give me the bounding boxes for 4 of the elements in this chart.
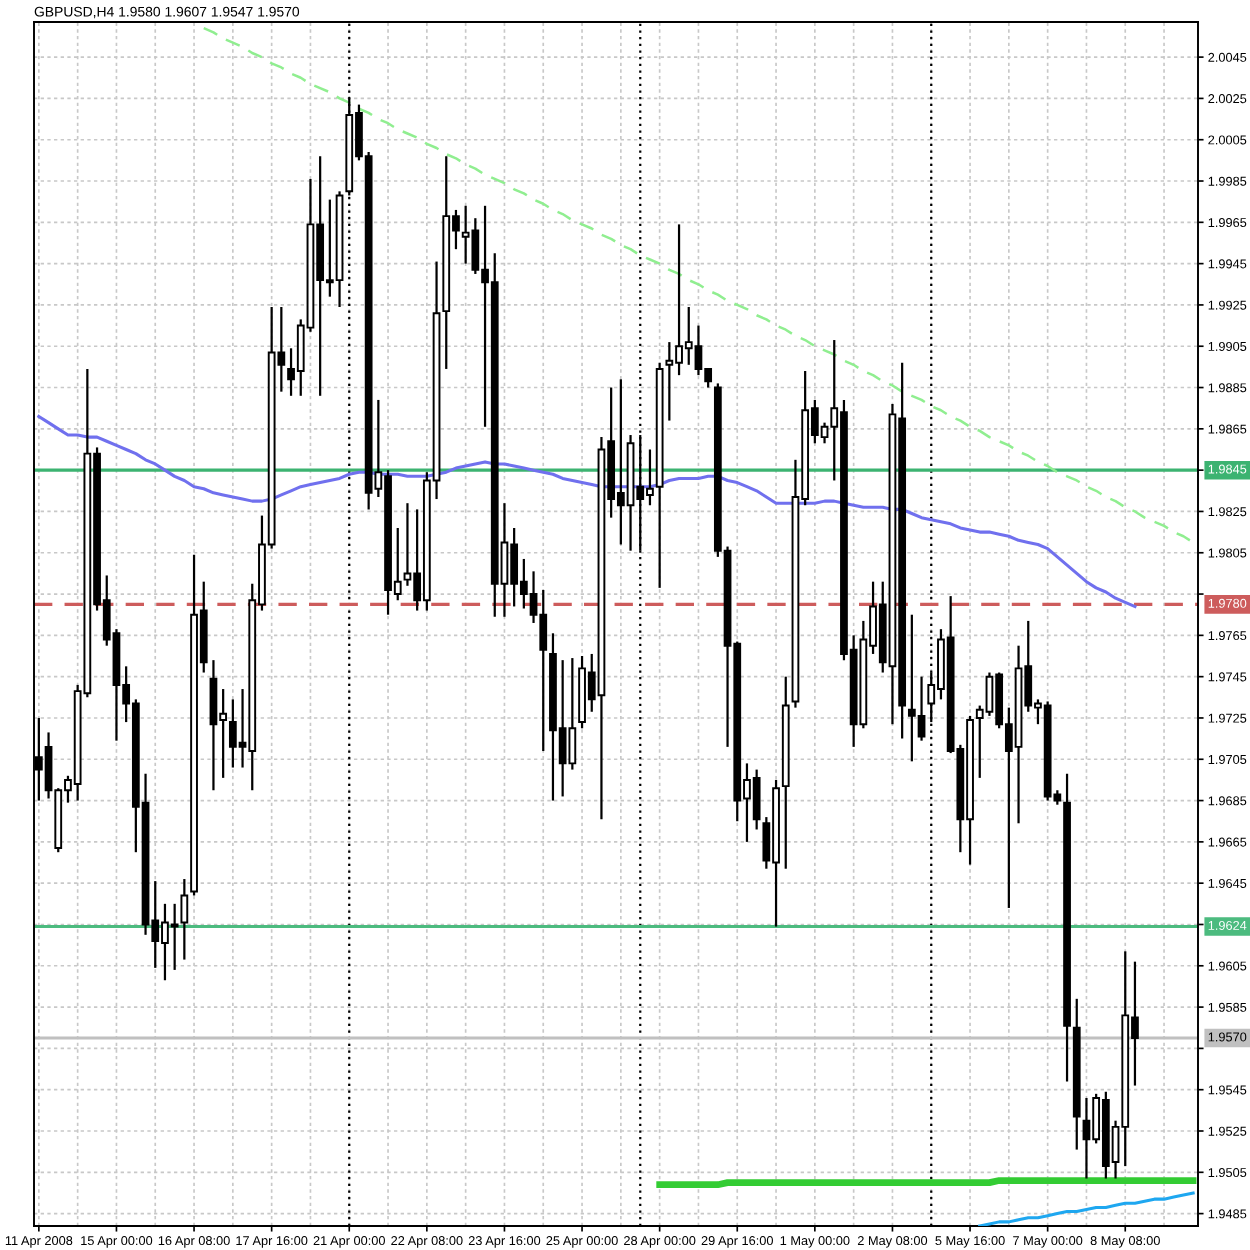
- line-series: [37, 414, 1137, 608]
- line-series: [978, 1191, 1195, 1226]
- line-series: [202, 26, 1195, 544]
- candlestick: [180, 877, 189, 961]
